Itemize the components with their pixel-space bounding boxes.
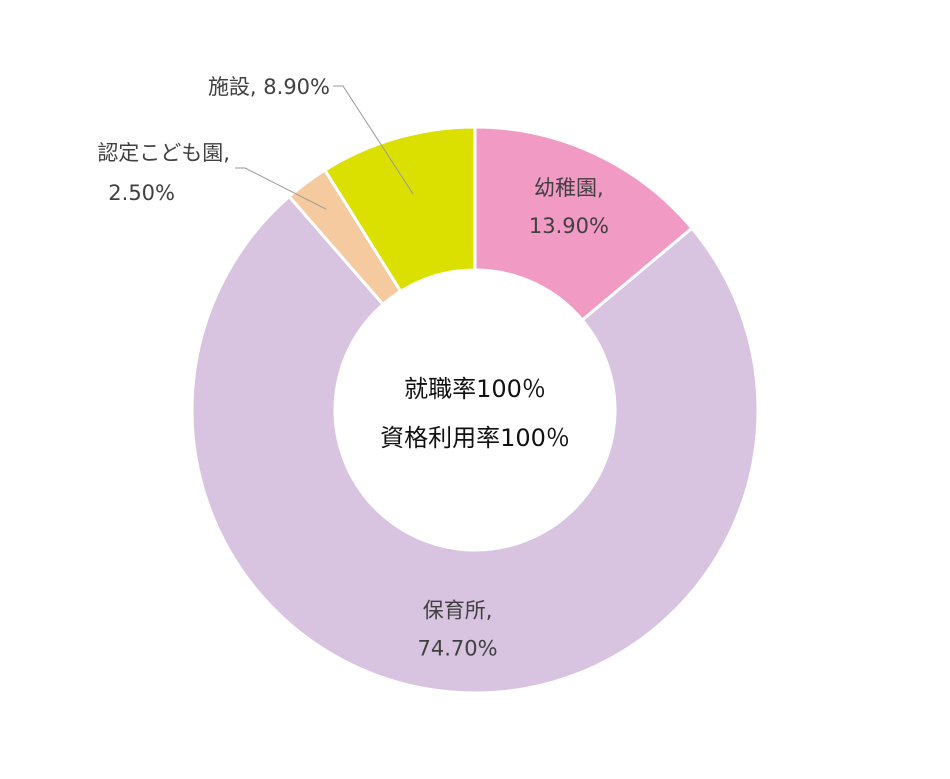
slice-3-label-line1: 施設, 8.90% [208, 75, 330, 99]
slices-layer [190, 125, 760, 695]
slice-1-wedge [190, 194, 760, 695]
center-text-line1: 就職率100％ [404, 375, 546, 403]
leader-lines-layer [235, 85, 414, 210]
slice-3-leader-line [333, 85, 414, 195]
center-text-line2: 資格利用率100％ [380, 424, 570, 452]
slice-1-label-line1: 保育所, [423, 598, 493, 622]
slice-3-wedge [322, 125, 477, 294]
slice-2-label-line2: 2.50% [108, 181, 175, 205]
slice-2-leader-line [235, 167, 327, 210]
slice-1-label-line2: 74.70% [418, 636, 498, 660]
center-text-group: 就職率100％ 資格利用率100％ [380, 375, 570, 452]
labels-layer: 幼稚園, 13.90% 保育所, 74.70% 認定こども園, 2.50% 施設, 8.90… [97, 75, 609, 660]
slice-2-label-line1: 認定こども園, [97, 141, 230, 165]
slice-0-label-line1: 幼稚園, [534, 176, 604, 200]
slice-0-label-line2: 13.90% [529, 214, 609, 238]
